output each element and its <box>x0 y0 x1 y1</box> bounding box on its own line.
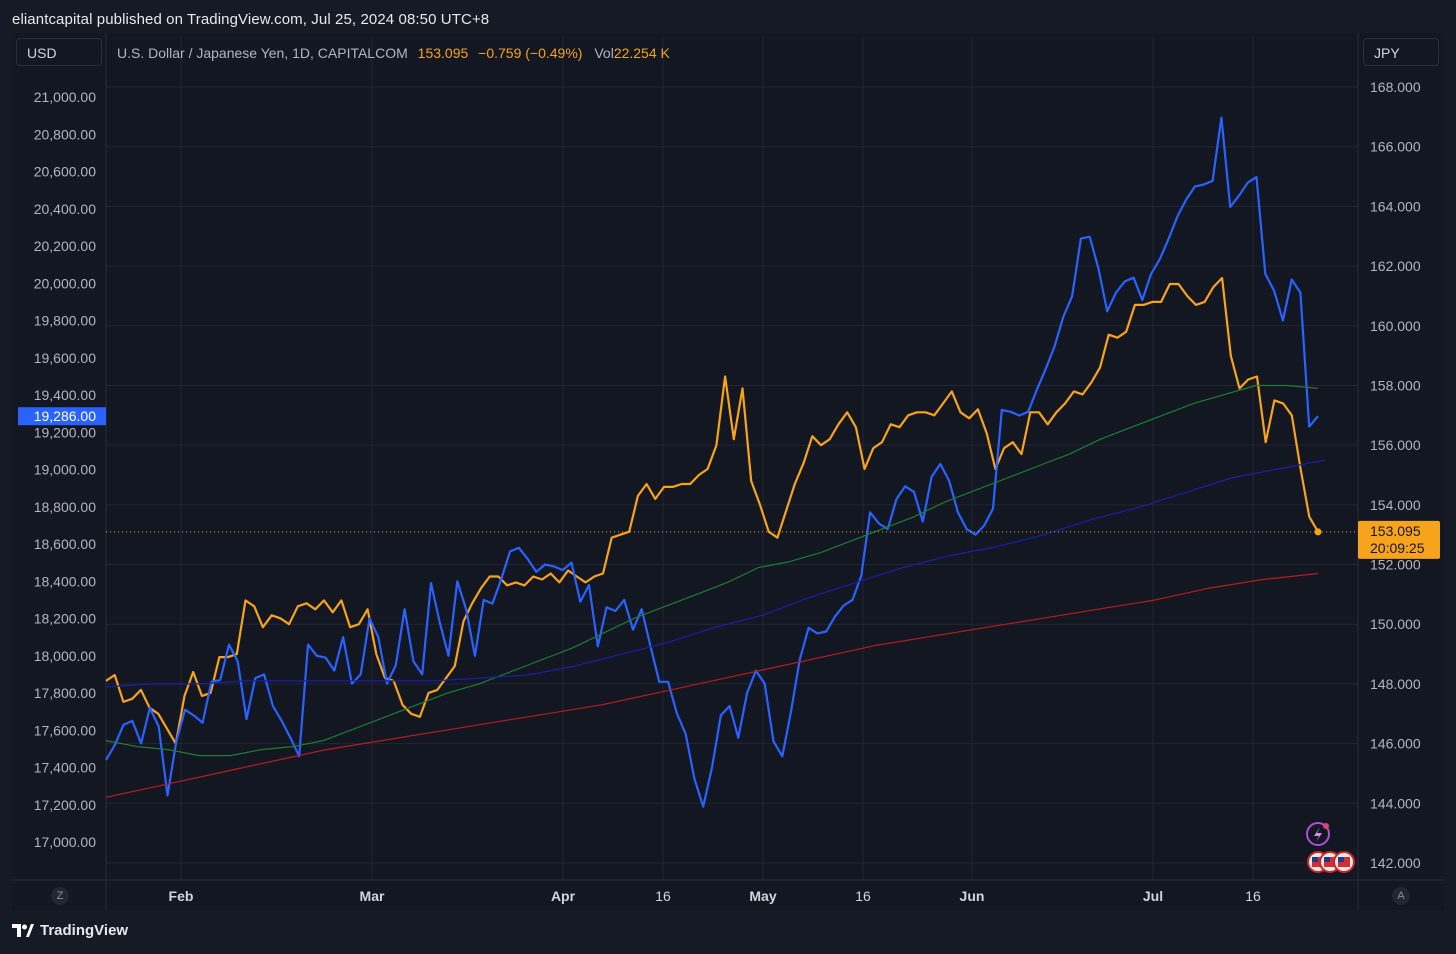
series-line-ma-red <box>105 572 1319 798</box>
brand-name: TradingView <box>40 922 129 939</box>
x-tick-label: May <box>749 888 776 904</box>
left-tick-label: 17,600.00 <box>34 722 96 738</box>
left-tick-label: 20,200.00 <box>34 238 96 254</box>
right-tick-label: 146.000 <box>1370 736 1421 752</box>
last-price-dot <box>1314 528 1322 536</box>
right-tick-label: 158.000 <box>1370 377 1421 393</box>
left-tick-label: 20,000.00 <box>34 275 96 291</box>
left-unit-button[interactable]: USD <box>16 38 102 66</box>
left-tick-label: 20,400.00 <box>34 201 96 217</box>
tradingview-footer: TradingView <box>12 922 128 939</box>
left-tick-label: 19,800.00 <box>34 313 96 329</box>
right-tick-label: 142.000 <box>1370 855 1421 871</box>
right-tick-label: 160.000 <box>1370 318 1421 334</box>
notification-dot-icon <box>1323 823 1329 829</box>
published-caption: eliantcapital published on TradingView.c… <box>12 11 490 28</box>
lightning-event-icon <box>1306 822 1330 846</box>
chart-frame <box>12 33 1444 910</box>
left-price-badge <box>18 407 106 426</box>
left-tick-label: 19,200.00 <box>34 424 96 440</box>
left-tick-label: 17,400.00 <box>34 760 96 776</box>
volume-value: 22.254 K <box>613 45 670 61</box>
right-tick-label: 150.000 <box>1370 616 1421 632</box>
right-tick-label: 166.000 <box>1370 139 1421 155</box>
left-tick-label: 19,000.00 <box>34 462 96 478</box>
right-unit-button[interactable]: JPY <box>1363 38 1439 66</box>
right-tick-label: 152.000 <box>1370 557 1421 573</box>
left-tick-label: 17,800.00 <box>34 685 96 701</box>
left-badge-price: 19,286.00 <box>34 408 96 424</box>
zoom-button[interactable]: Z <box>51 887 69 905</box>
right-tick-label: 144.000 <box>1370 795 1421 811</box>
symbol-title: U.S. Dollar / Japanese Yen, 1D, CAPITALC… <box>117 45 408 61</box>
flag-canton-icon <box>1338 857 1344 862</box>
lightning-bolt-icon <box>1314 827 1322 842</box>
x-tick-label: Jun <box>960 888 985 904</box>
right-tick-label: 154.000 <box>1370 497 1421 513</box>
series-line-comparison-series <box>105 116 1319 808</box>
series-line-ma-navy <box>105 459 1326 688</box>
left-tick-label: 18,000.00 <box>34 648 96 664</box>
tradingview-logo-icon <box>12 923 34 937</box>
flag-canton-icon <box>1312 857 1318 862</box>
last-price: 153.095 <box>417 45 469 61</box>
series-line-u-s-dollar-japanese-yen <box>105 276 1319 745</box>
left-tick-label: 18,200.00 <box>34 611 96 627</box>
symbol-legend: U.S. Dollar / Japanese Yen, 1D, CAPITALC… <box>117 45 670 61</box>
x-tick-label: 16 <box>855 888 871 904</box>
right-tick-label: 164.000 <box>1370 198 1421 214</box>
auto-scale-button[interactable]: A <box>1392 887 1410 905</box>
volume-label: Vol <box>594 45 614 61</box>
price-change: −0.759 (−0.49%) <box>478 45 583 61</box>
left-tick-label: 17,000.00 <box>34 834 96 850</box>
right-tick-label: 162.000 <box>1370 258 1421 274</box>
x-tick-label: 16 <box>655 888 671 904</box>
right-tick-label: 156.000 <box>1370 437 1421 453</box>
flag-canton-icon <box>1324 857 1330 862</box>
x-tick-label: Apr <box>551 888 576 904</box>
right-tick-label: 168.000 <box>1370 79 1421 95</box>
grid <box>106 36 1358 880</box>
left-tick-label: 19,400.00 <box>34 387 96 403</box>
left-tick-label: 19,600.00 <box>34 350 96 366</box>
x-tick-label: Jul <box>1143 888 1163 904</box>
left-tick-label: 18,800.00 <box>34 499 96 515</box>
right-badge-countdown: 20:09:25 <box>1370 540 1425 556</box>
left-tick-label: 20,800.00 <box>34 126 96 142</box>
x-tick-label: Mar <box>360 888 385 904</box>
left-tick-label: 17,200.00 <box>34 797 96 813</box>
x-tick-label: 16 <box>1245 888 1261 904</box>
right-tick-label: 148.000 <box>1370 676 1421 692</box>
series-line-ma-green <box>105 384 1319 757</box>
right-badge-price: 153.095 <box>1370 523 1421 539</box>
left-tick-label: 21,000.00 <box>34 89 96 105</box>
x-tick-label: Feb <box>169 888 194 904</box>
left-tick-label: 18,600.00 <box>34 536 96 552</box>
left-tick-label: 20,600.00 <box>34 164 96 180</box>
left-tick-label: 18,400.00 <box>34 573 96 589</box>
right-price-badge <box>1358 520 1440 559</box>
